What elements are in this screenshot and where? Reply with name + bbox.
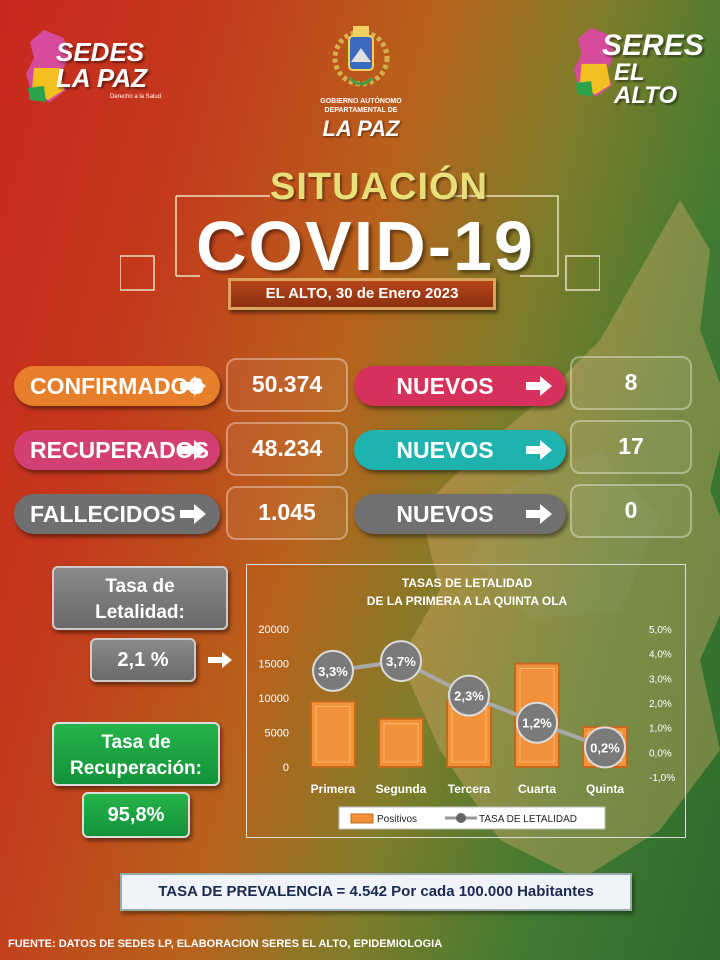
stat-value: 50.374: [226, 358, 348, 412]
left-axis-tick: 0: [283, 762, 289, 774]
right-axis-tick: 3,0%: [649, 674, 672, 685]
stat-value: 1.045: [226, 486, 348, 540]
stat-label: CONFIRMADOS: [30, 372, 204, 399]
arrow-right-icon: [180, 440, 206, 460]
bar-inner-frame: [315, 705, 351, 763]
prevalencia-box: TASA DE PREVALENCIA = 4.542 Por cada 100…: [120, 873, 632, 911]
category-label: Quinta: [586, 782, 624, 796]
letalidad-arrow-icon: [208, 652, 232, 668]
sedes-logo-line1: SEDES: [56, 37, 145, 67]
letalidad-point-label: 0,2%: [590, 740, 620, 755]
gobernacion-line3: LA PAZ: [322, 116, 400, 141]
seres-logo-line2: EL ALTO: [614, 59, 678, 109]
seres-logo-line1: SERES: [602, 29, 704, 62]
bar-inner-frame: [383, 723, 419, 763]
stat-label-pill: RECUPERADOS: [14, 430, 220, 470]
letalidad-value: 2,1 %: [90, 638, 196, 682]
title-situacion: SITUACIÓN: [270, 166, 488, 208]
letalidad-point-label: 1,2%: [522, 716, 552, 731]
right-axis-tick: 0,0%: [649, 748, 672, 759]
source-footer: FUENTE: DATOS DE SEDES LP, ELABORACION S…: [8, 938, 443, 950]
seres-logo: SERES EL ALTO: [572, 24, 704, 107]
chart-svg: TASAS DE LETALIDAD DE LA PRIMERA A LA QU…: [258, 576, 675, 830]
stat-new-label: NUEVOS: [396, 372, 494, 399]
letalidad-point: [380, 640, 422, 683]
title-frame: [120, 195, 600, 291]
chart-title-line1: TASAS DE LETALIDAD: [402, 576, 533, 590]
right-axis-tick: 4,0%: [649, 650, 672, 661]
stat-label-pill: FALLECIDOS: [14, 494, 220, 534]
stat-new-value: 8: [570, 356, 692, 410]
arrow-right-icon: [526, 440, 552, 460]
chart-title-line2: DE LA PRIMERA A LA QUINTA OLA: [367, 594, 568, 608]
letalidad-point-label: 3,7%: [386, 654, 416, 669]
gobernacion-logo: GOBIERNO AUTÓNOMO DEPARTAMENTAL DE LA PA…: [318, 16, 404, 146]
stat-value: 48.234: [226, 422, 348, 476]
sedes-logo-line2: LA PAZ: [56, 63, 147, 93]
gobernacion-line2: DEPARTAMENTAL DE: [324, 107, 398, 114]
bolivia-map-icon: [26, 30, 68, 102]
category-label: Tercera: [448, 782, 491, 796]
left-axis-tick: 20000: [258, 624, 289, 636]
recuperacion-value: 95,8%: [82, 792, 190, 838]
arrow-right-icon: [180, 504, 206, 524]
legend-letalidad-label: TASA DE LETALIDAD: [479, 814, 577, 825]
bar-positivos: [310, 700, 356, 768]
stat-label: RECUPERADOS: [30, 436, 209, 463]
category-label: Cuarta: [518, 782, 556, 796]
bar-positivos: [378, 717, 424, 768]
recuperacion-label-line2: Recuperación:: [70, 758, 202, 779]
stat-new-pill: NUEVOS: [354, 430, 566, 470]
letalidad-label-line1: Tasa de: [105, 576, 175, 597]
letalidad-label: Tasa de Letalidad:: [52, 566, 228, 630]
legend-positivos-label: Positivos: [377, 814, 417, 825]
stat-new-pill: NUEVOS: [354, 494, 566, 534]
letalidad-chart: TASAS DE LETALIDAD DE LA PRIMERA A LA QU…: [246, 564, 686, 838]
category-label: Segunda: [376, 782, 427, 796]
letalidad-label-line2: Letalidad:: [95, 602, 185, 623]
title-covid: COVID-19: [196, 207, 535, 285]
left-axis-tick: 15000: [258, 659, 289, 671]
left-axis-tick: 5000: [265, 728, 289, 740]
letalidad-point-label: 3,3%: [318, 664, 348, 679]
right-axis-tick: 5,0%: [649, 625, 672, 636]
right-axis-tick: -1,0%: [649, 773, 675, 784]
stat-new-label: NUEVOS: [396, 500, 494, 527]
letalidad-point: [584, 726, 626, 769]
sedes-logo: SEDES LA PAZ Derecho a la Salud: [24, 28, 164, 108]
letalidad-point: [516, 701, 558, 744]
chart-legend: Positivos TASA DE LETALIDAD: [338, 806, 606, 830]
stat-label-pill: CONFIRMADOS: [14, 366, 220, 406]
arrow-right-icon: [526, 376, 552, 396]
bolivia-map-icon-right: [573, 27, 615, 97]
stat-new-value: 17: [570, 420, 692, 474]
stat-new-value: 0: [570, 484, 692, 538]
letalidad-point: [312, 649, 354, 692]
left-axis-tick: 10000: [258, 693, 289, 705]
stat-new-label: NUEVOS: [396, 436, 494, 463]
letalidad-point: [448, 674, 490, 717]
sedes-logo-tagline: Derecho a la Salud: [110, 94, 162, 100]
arrow-right-icon: [180, 376, 206, 396]
stat-label: FALLECIDOS: [30, 500, 176, 527]
stat-new-pill: NUEVOS: [354, 366, 566, 406]
arrow-right-icon: [526, 504, 552, 524]
right-axis-tick: 2,0%: [649, 699, 672, 710]
date-banner: EL ALTO, 30 de Enero 2023: [228, 278, 496, 310]
legend-letalidad-marker: [456, 813, 466, 823]
recuperacion-label: Tasa de Recuperación:: [52, 722, 220, 786]
coat-of-arms-icon: [332, 26, 390, 87]
recuperacion-label-line1: Tasa de: [101, 732, 171, 753]
gobernacion-line1: GOBIERNO AUTÓNOMO: [320, 98, 402, 105]
right-axis-tick: 1,0%: [649, 724, 672, 735]
category-label: Primera: [311, 782, 356, 796]
letalidad-point-label: 2,3%: [454, 689, 484, 704]
legend-positivos-swatch: [350, 813, 374, 824]
